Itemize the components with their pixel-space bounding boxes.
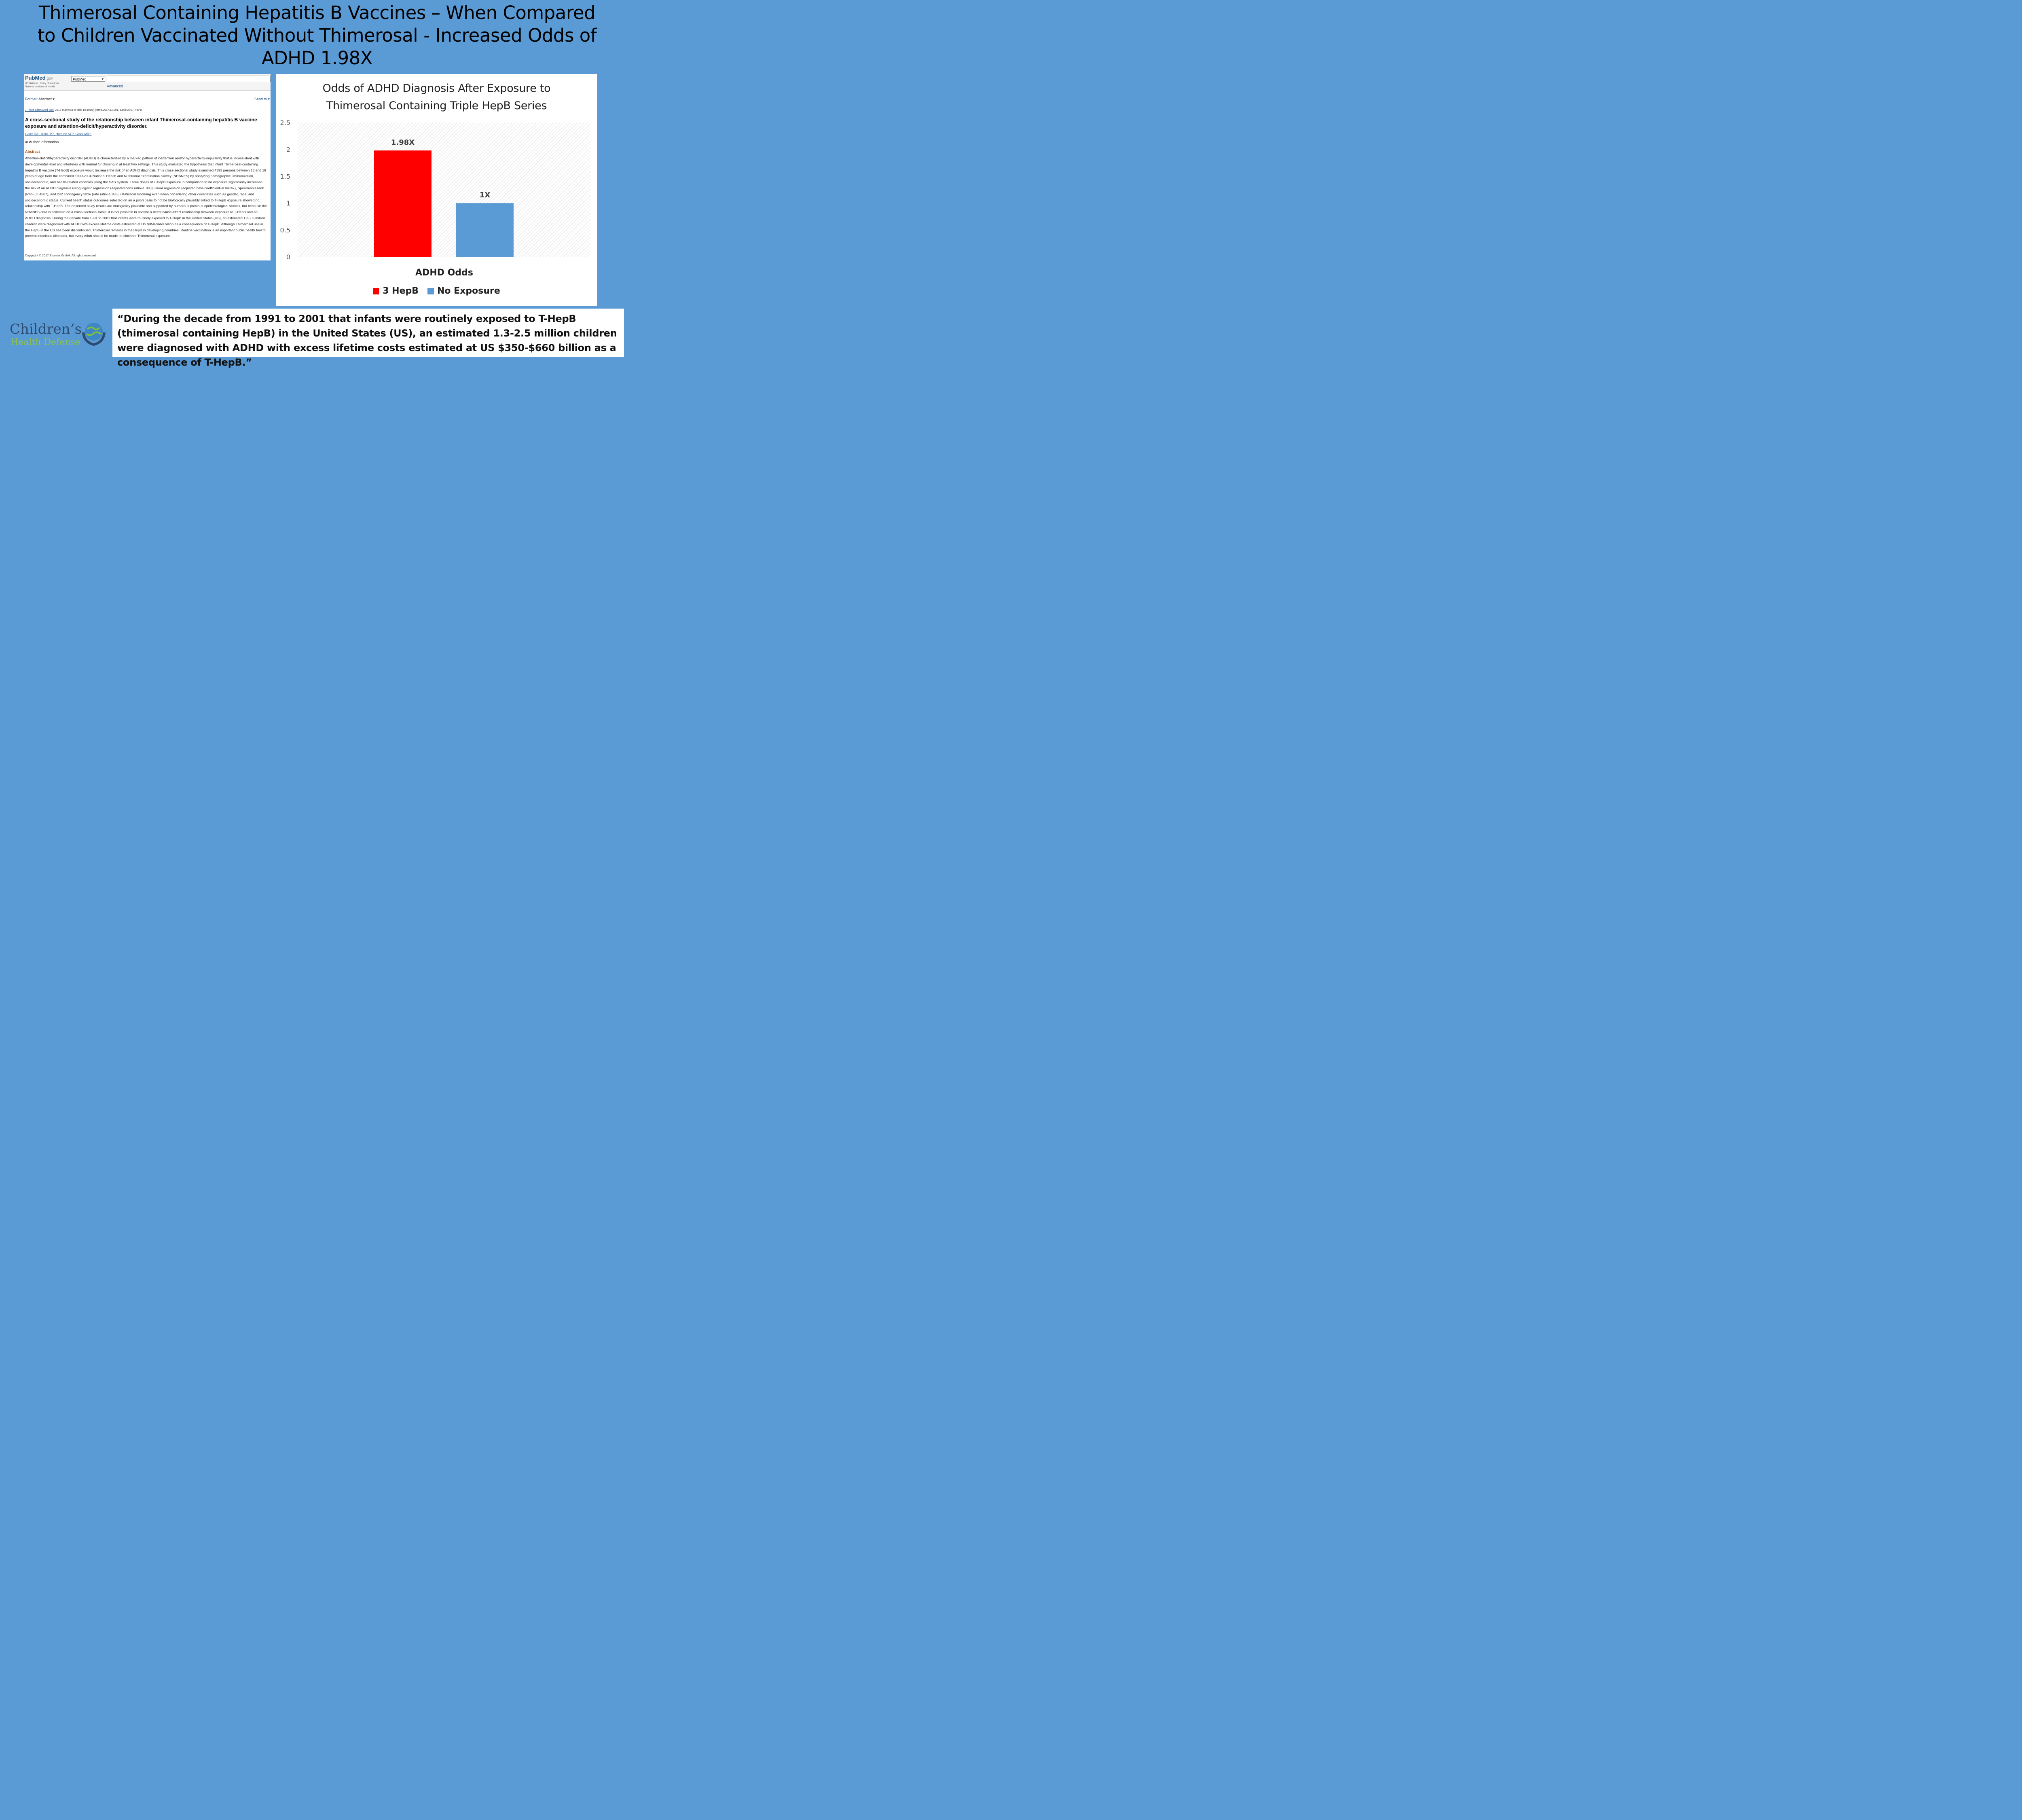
legend-label: No Exposure bbox=[437, 286, 500, 296]
logo-text-line2: Health Defense bbox=[11, 337, 80, 347]
abstract-text: Attention-deficit/hyperactivity disorder… bbox=[25, 156, 267, 238]
logo-text-line1: Children’s bbox=[10, 321, 82, 337]
slide-title-line: to Children Vaccinated Without Thimerosa… bbox=[37, 25, 597, 46]
advanced-search-link[interactable]: Advanced bbox=[107, 84, 123, 88]
bar-3-hepb bbox=[374, 150, 431, 257]
x-axis-category-label: ADHD Odds bbox=[415, 268, 473, 278]
y-tick-label: 0 bbox=[286, 253, 290, 261]
author-list[interactable]: Geier DA¹, Kern JK², Homme KG³, Geier MR… bbox=[25, 132, 92, 136]
search-input[interactable] bbox=[107, 76, 271, 82]
legend-swatch-blue bbox=[427, 288, 434, 294]
format-selector[interactable]: Format: Abstract ▾ bbox=[25, 97, 55, 101]
chart-title-line: Odds of ADHD Diagnosis After Exposure to bbox=[322, 82, 551, 95]
pubmed-logo[interactable]: PubMed.gov bbox=[25, 75, 53, 81]
legend-swatch-red bbox=[373, 288, 380, 294]
quote-box: “During the decade from 1991 to 2001 tha… bbox=[112, 309, 624, 368]
copyright: Copyright © 2017 Elsevier GmbH. All righ… bbox=[25, 254, 97, 257]
pubmed-abstract-panel: PubMed.gov US National Library of Medici… bbox=[24, 74, 271, 260]
legend-label: 3 HepB bbox=[383, 286, 419, 296]
slide-title-line: ADHD 1.98X bbox=[261, 47, 373, 69]
journal-link[interactable]: J Trace Elem Med Biol. bbox=[25, 109, 54, 112]
y-tick-label: 1.5 bbox=[280, 173, 290, 180]
pubmed-header: PubMed.gov US National Library of Medici… bbox=[24, 74, 271, 91]
y-tick-label: 2 bbox=[286, 146, 290, 153]
y-tick-label: 1 bbox=[286, 199, 290, 207]
slide-title: Thimerosal Containing Hepatitis B Vaccin… bbox=[16, 2, 618, 70]
legend-item-no-exposure: No Exposure bbox=[427, 286, 500, 296]
y-tick-label: 2.5 bbox=[280, 119, 290, 127]
author-information-toggle[interactable]: ⊕ Author information bbox=[25, 140, 59, 144]
abstract-heading: Abstract bbox=[25, 150, 40, 154]
database-select[interactable]: PubMed ▾ bbox=[71, 76, 105, 82]
bar-chart: 0 0.5 1 1.5 2 2.5 1.98X 1X ADHD Odds bbox=[280, 119, 590, 278]
y-tick-label: 0.5 bbox=[280, 226, 290, 234]
legend-item-3-hepb: 3 HepB bbox=[373, 286, 419, 296]
citation-line: J Trace Elem Med Biol. 2018 Mar;46:1-9. … bbox=[25, 109, 143, 112]
chart-panel: Odds of ADHD Diagnosis After Exposure to… bbox=[276, 74, 597, 306]
bar-no-exposure bbox=[456, 203, 514, 257]
chart-title-line: Thimerosal Containing Triple HepB Series bbox=[326, 99, 547, 112]
nlm-caption: US National Library of Medicine National… bbox=[25, 83, 59, 88]
chevron-down-icon: ▾ bbox=[102, 77, 104, 81]
plot-area bbox=[298, 123, 590, 257]
data-label: 1X bbox=[480, 191, 491, 199]
childrens-health-defense-logo: Children’s Health Defense bbox=[10, 320, 107, 352]
chart-title: Odds of ADHD Diagnosis After Exposure to… bbox=[276, 80, 597, 114]
article-title: A cross-sectional study of the relations… bbox=[25, 117, 257, 129]
data-label: 1.98X bbox=[391, 138, 415, 147]
slide-title-line: Thimerosal Containing Hepatitis B Vaccin… bbox=[38, 2, 596, 23]
globe-hands-icon bbox=[82, 323, 106, 346]
send-to-button[interactable]: Send to ▾ bbox=[254, 97, 270, 101]
chart-legend: 3 HepB No Exposure bbox=[276, 286, 597, 296]
